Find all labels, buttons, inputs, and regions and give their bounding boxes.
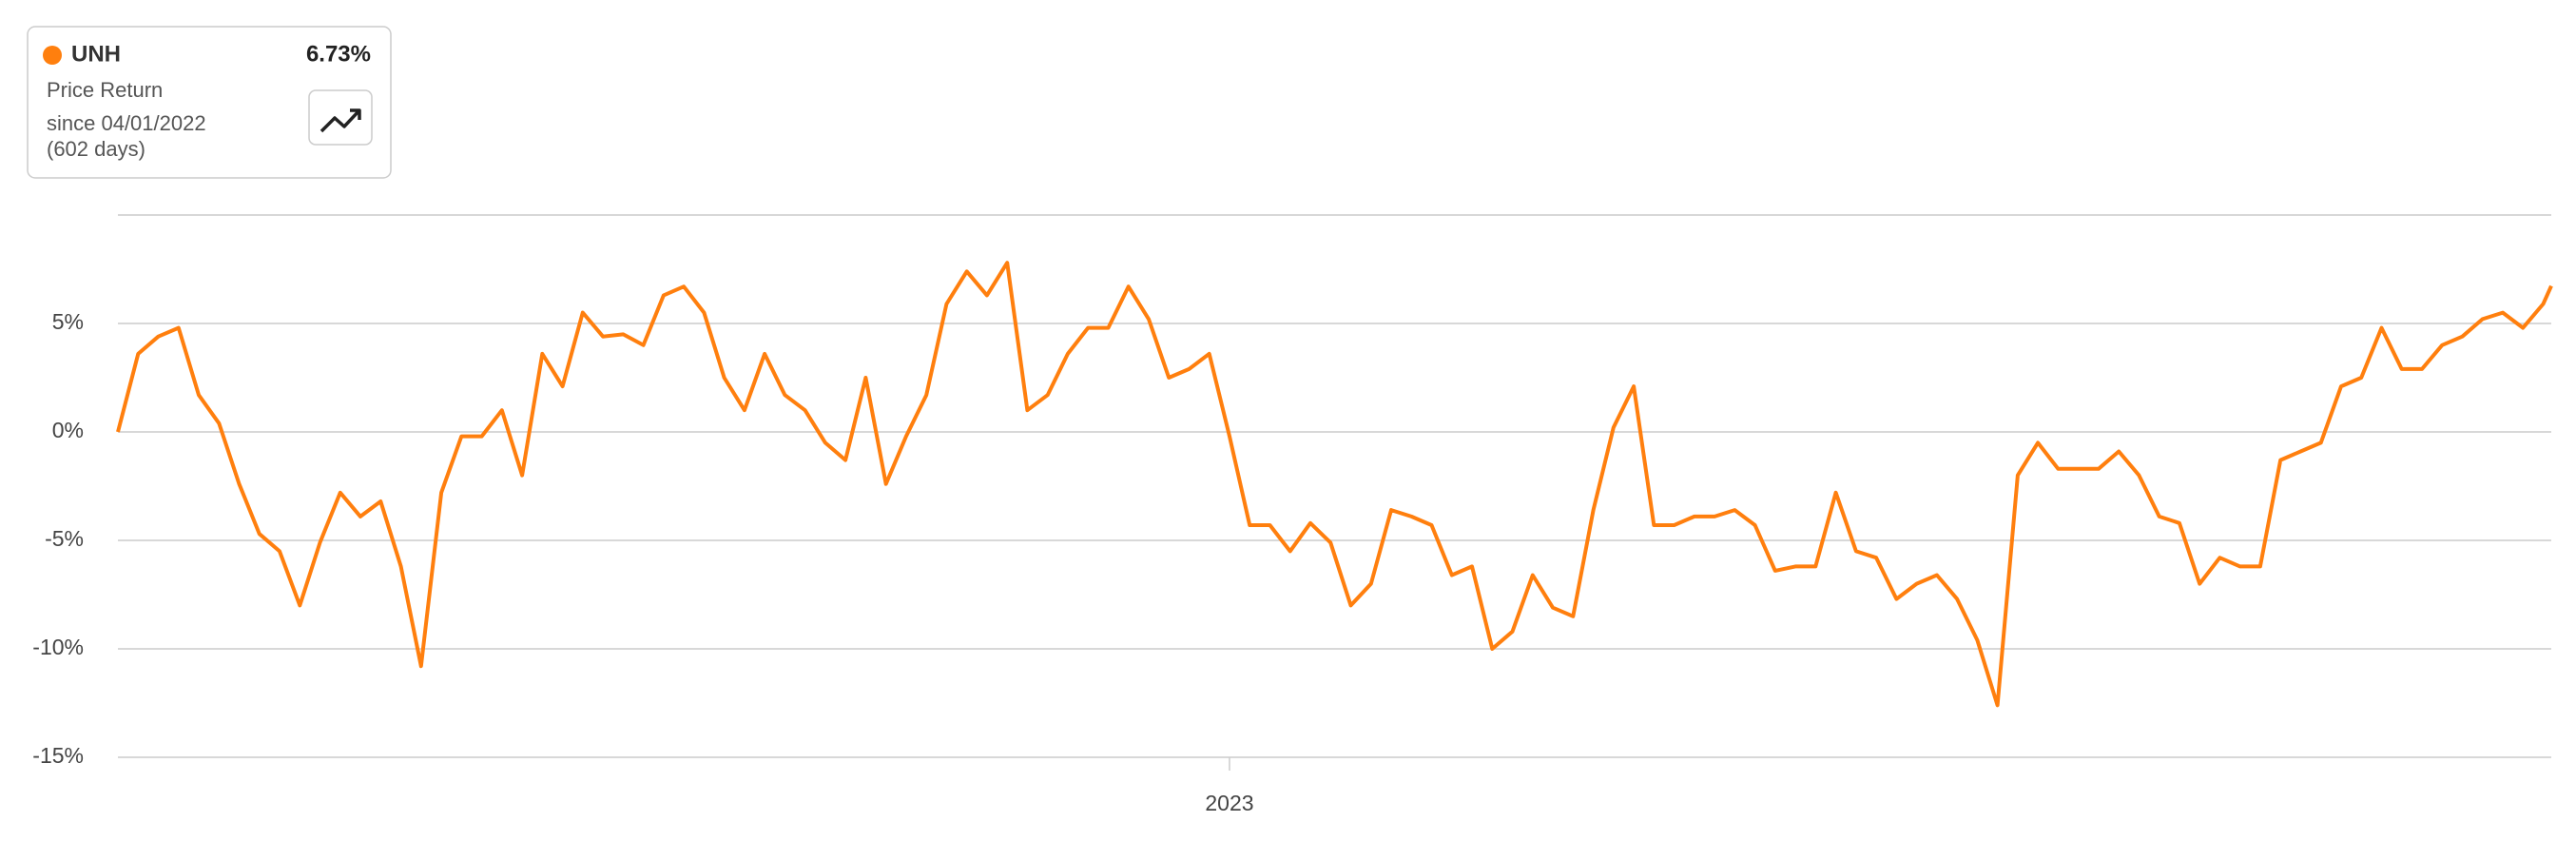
button-frame[interactable] [308,89,373,146]
chart-type-button[interactable] [308,89,373,146]
price-line [116,261,2553,708]
y-tick-label: -5% [45,526,84,551]
y-tick-label: -10% [32,635,84,659]
y-tick-label: 0% [52,418,84,442]
x-tick-label: 2023 [1205,791,1253,815]
return-value: 6.73% [306,41,371,67]
trend-icon[interactable] [320,108,361,133]
legend-dot [43,46,62,65]
metric-label: Price Return [47,78,163,102]
since-label: since 04/01/2022 [47,111,206,135]
summary-card [27,26,392,179]
y-tick-label: -15% [32,743,84,768]
y-tick-label: 5% [52,309,84,334]
days-label: (602 days) [47,137,145,161]
ticker: UNH [71,41,121,67]
